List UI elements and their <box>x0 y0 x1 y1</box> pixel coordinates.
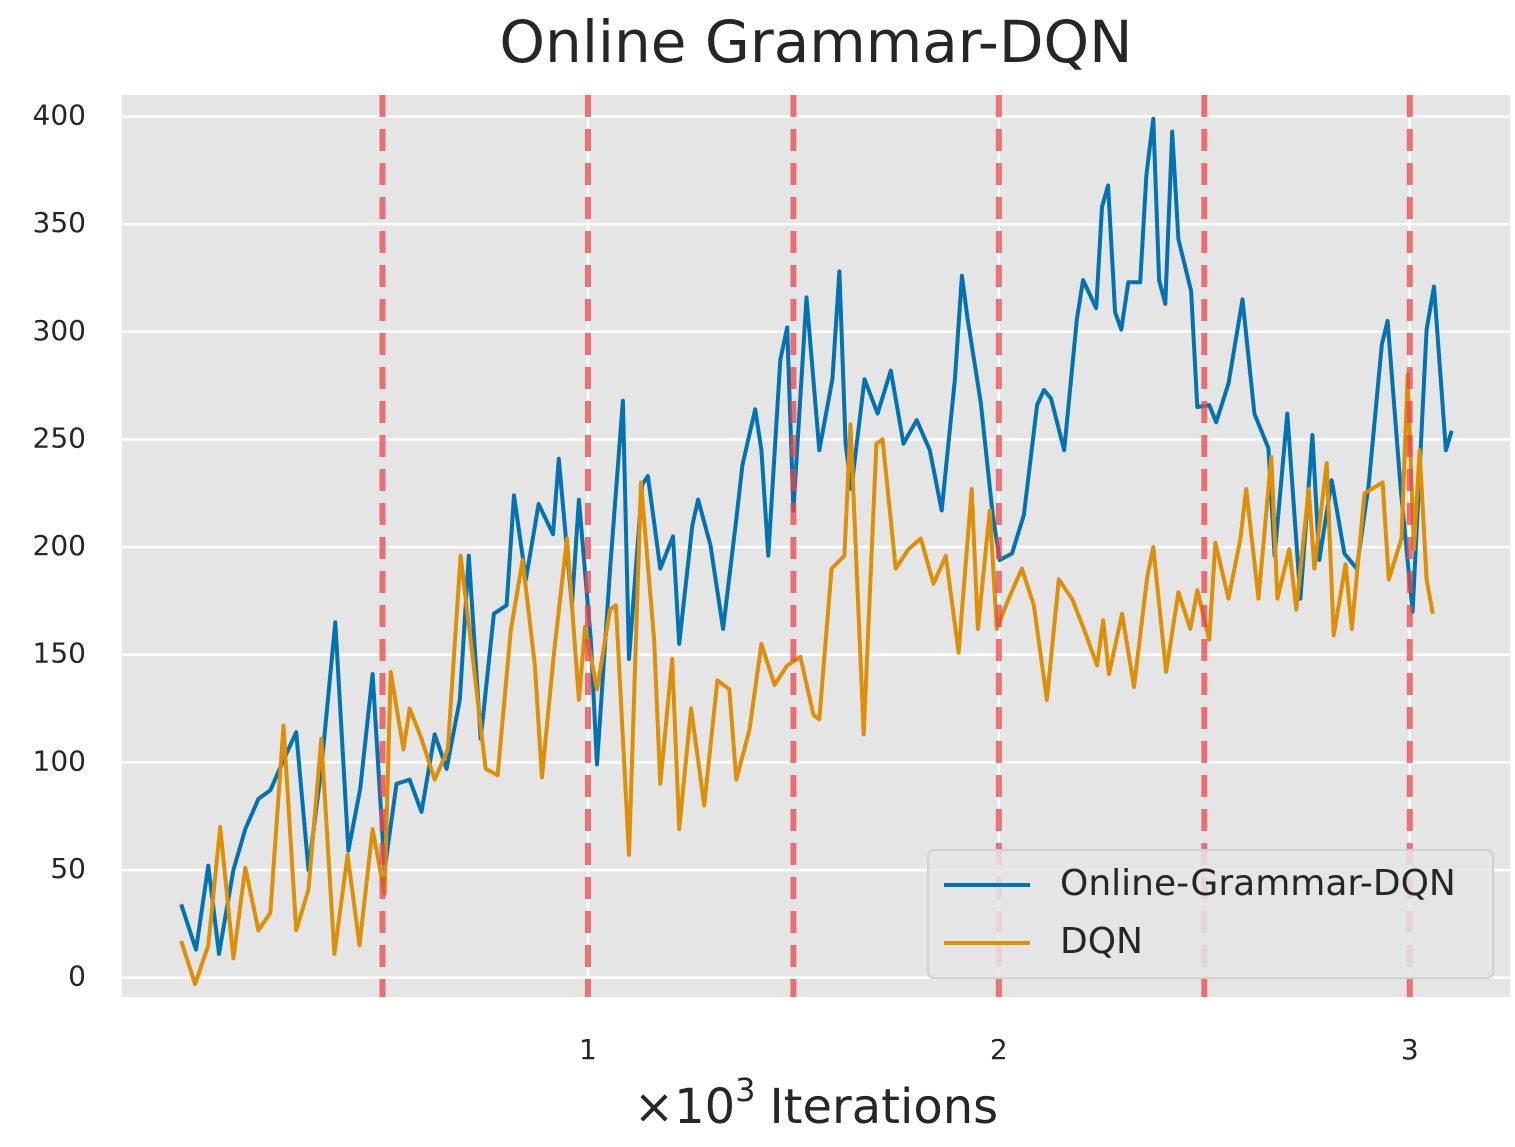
legend-label: DQN <box>1060 921 1143 962</box>
y-tick-label: 300 <box>33 314 86 347</box>
x-tick-label: 2 <box>990 1033 1008 1066</box>
x-label-text: Iterations <box>770 1079 999 1135</box>
data-line <box>179 372 1435 987</box>
legend-box <box>927 849 1494 979</box>
x-tick-label: 1 <box>579 1033 597 1066</box>
y-tick-label: 200 <box>33 529 86 562</box>
y-tick-label: 100 <box>33 744 86 777</box>
y-tick-label: 350 <box>33 206 86 239</box>
x-label-exponent: 3 <box>735 1071 755 1109</box>
data-line <box>179 116 1454 956</box>
y-tick-label: 250 <box>33 421 86 454</box>
legend-label: Online-Grammar-DQN <box>1060 863 1456 904</box>
y-tick-label: 150 <box>33 637 86 670</box>
x-axis-label: ×103 Iterations <box>634 1071 998 1135</box>
x-label-prefix: ×10 <box>634 1079 735 1135</box>
x-tick-label: 3 <box>1401 1033 1419 1066</box>
y-tick-label: 50 <box>50 852 86 885</box>
chart-title: Online Grammar-DQN <box>499 8 1132 76</box>
legend: Online-Grammar-DQN DQN <box>927 849 1494 979</box>
y-tick-label: 0 <box>68 960 86 993</box>
y-tick-label: 400 <box>33 99 86 132</box>
